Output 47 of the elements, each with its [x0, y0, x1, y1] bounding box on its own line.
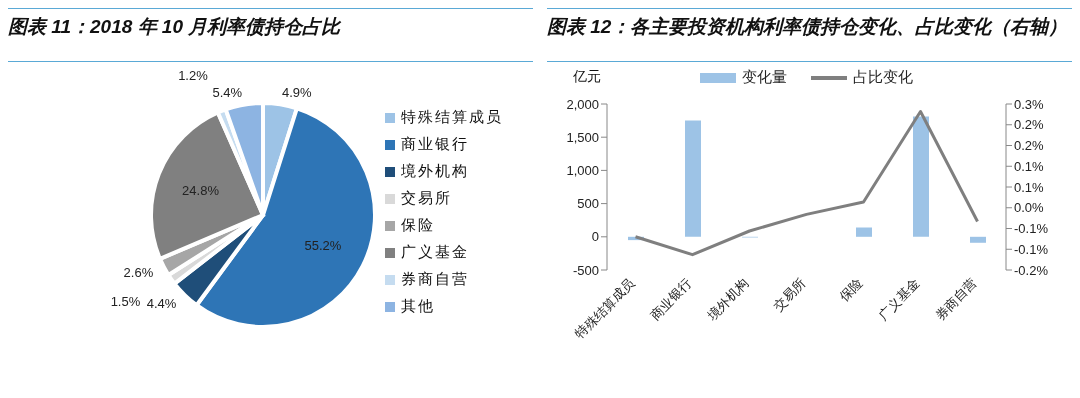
data-label: 2.6% [123, 265, 154, 281]
legend-label: 商业银行 [401, 135, 469, 154]
bar [970, 236, 986, 243]
line-series [634, 109, 979, 257]
legend-label: 其他 [401, 297, 435, 316]
y2-tick-label: 0.1% [1014, 179, 1045, 195]
y2-tick-label: 0.0% [1014, 200, 1045, 216]
data-label: 1.5% [110, 293, 141, 309]
y-tick-label: 1,500 [566, 129, 599, 145]
y2-tick-label: 0.3% [1014, 96, 1045, 112]
x-tick-label: 券商自营 [932, 275, 980, 323]
legend-label: 特殊结算成员 [401, 108, 503, 127]
legend-label: 交易所 [401, 189, 452, 208]
x-tick-label: 境外机构 [703, 275, 752, 324]
chart-title: 图表 11：2018 年 10 月利率债持仓占比 [8, 8, 533, 62]
legend-label: 广义基金 [401, 243, 469, 262]
x-tick-label: 特殊结算成员 [571, 275, 638, 342]
y-tick-label: 500 [577, 196, 599, 212]
x-tick-label: 保险 [836, 275, 866, 305]
legend-label: 境外机构 [401, 162, 469, 181]
data-label: 55.2% [304, 238, 342, 254]
y-axis-title: 亿元 [573, 68, 601, 86]
bar [913, 116, 929, 237]
data-label: 24.8% [182, 182, 220, 198]
legend-label: 保险 [401, 216, 435, 235]
legend-label: 占比变化 [852, 68, 913, 87]
bar [856, 227, 872, 237]
y2-tick-label: 0.2% [1014, 138, 1045, 154]
legend-label: 变化量 [741, 68, 787, 87]
x-tick-label: 交易所 [770, 275, 809, 314]
data-label: 1.2% [178, 68, 209, 84]
data-label: 5.4% [212, 85, 243, 101]
y2-tick-label: -0.1% [1014, 221, 1049, 237]
y2-tick-label: 0.2% [1014, 117, 1045, 133]
y-tick-label: 1,000 [566, 163, 599, 179]
y-tick-label: 2,000 [566, 96, 599, 112]
y-tick-label: -500 [572, 262, 599, 278]
data-label: 4.4% [146, 296, 177, 312]
x-tick-label: 商业银行 [647, 275, 695, 323]
data-label: 4.9% [282, 84, 313, 100]
y2-tick-label: -0.1% [1014, 241, 1049, 257]
y-tick-label: 0 [591, 229, 599, 245]
x-tick-label: 广义基金 [875, 275, 923, 323]
chart-title: 图表 12：各主要投资机构利率债持仓变化、占比变化（右轴） [547, 8, 1072, 62]
y2-tick-label: 0.1% [1014, 158, 1045, 174]
bar [685, 120, 701, 237]
y2-tick-label: -0.2% [1014, 262, 1049, 278]
